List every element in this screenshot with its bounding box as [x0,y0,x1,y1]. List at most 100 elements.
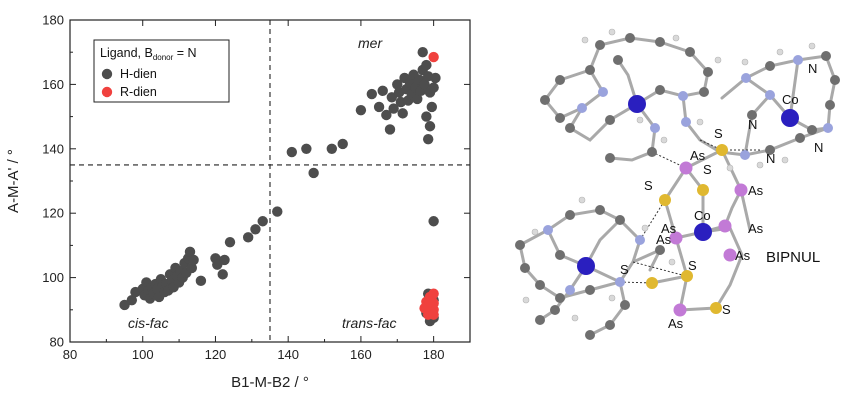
x-axis-label: B1-M-B2 / ° [231,374,309,391]
legend-marker-h-dien [101,68,113,80]
y-axis-label: A-M-A' / ° [5,149,22,213]
annotation-mer: mer [358,35,383,51]
point-h-dien [412,93,423,105]
x-tick-label: 140 [277,347,299,362]
point-h-dien [184,246,196,258]
molecule-structure-illustration: N Co N N N S S As As S Co As As As S S A… [515,28,840,340]
atom-label: As [735,248,751,263]
x-tick-label: 100 [132,347,154,362]
legend-marker-r-dien [101,86,113,98]
point-h-dien [428,82,439,93]
y-tick-label: 120 [42,206,64,221]
y-tick-label: 80 [50,335,64,350]
point-h-dien [301,143,312,154]
point-h-dien [257,216,268,227]
point-h-dien [126,294,138,306]
atom-label: S [644,178,653,193]
hydrogen-atoms [522,28,816,322]
point-r-dien [428,51,439,63]
atom-label: As [690,148,706,163]
point-h-dien [421,111,432,122]
point-h-dien [384,124,396,135]
point-h-dien [242,232,254,243]
axis-ticks [69,19,470,343]
point-h-dien [186,262,198,274]
legend-label-r-dien: R-dien [120,85,157,99]
arsenic-atoms [669,161,748,317]
point-h-dien [417,47,428,58]
atom-label: S [620,262,629,277]
point-h-dien [355,104,367,116]
point-h-dien [219,254,230,266]
atom-label: N [808,61,817,76]
atom-label: N [766,151,775,166]
x-tick-label: 160 [350,347,372,362]
point-h-dien [224,236,236,248]
point-h-dien [392,79,403,90]
point-r-dien [428,288,439,299]
point-h-dien [250,224,261,235]
point-h-dien [326,143,338,154]
point-r-dien [424,296,436,307]
point-h-dien [217,269,228,280]
atom-label: As [656,232,672,247]
quadrant-dividers [70,20,470,342]
point-h-dien [286,146,298,158]
point-h-dien [430,72,441,84]
atom-label: N [748,117,757,132]
point-h-dien [381,109,392,121]
point-h-dien [188,254,199,266]
atom-label: S [703,162,712,177]
axis-tick-labels: 80 100 120 140 160 180 80 100 120 140 160 180 [42,13,444,363]
y-tick-label: 160 [42,77,64,92]
point-h-dien [422,133,434,145]
point-h-dien [308,167,319,179]
x-tick-label: 180 [423,347,445,362]
sulfur-atoms [646,144,728,314]
atom-label: S [714,126,723,141]
legend-title-subscript: donor [153,53,174,62]
atom-label: As [748,183,764,198]
atom-label: N [814,140,823,155]
point-h-dien [366,88,378,100]
point-h-dien [388,103,399,114]
point-h-dien [421,59,432,71]
x-tick-label: 80 [63,347,77,362]
annotation-cis-fac: cis-fac [128,315,168,331]
point-h-dien [377,85,388,97]
cobalt-atoms [577,95,799,275]
atom-label: Co [782,92,799,107]
point-h-dien [373,101,385,113]
y-tick-label: 180 [42,13,64,28]
legend-box [93,39,230,103]
atom-label: S [688,258,697,273]
legend: Ligand, Bdonor = N H-dien R-dien [93,39,230,103]
molecule-atoms [515,28,840,340]
point-h-dien [272,206,283,217]
molecule-atom-labels: N Co N N N S S As As S Co As As As S S A… [620,61,823,331]
annotation-trans-fac: trans-fac [342,315,396,331]
y-tick-label: 140 [42,141,64,156]
point-r-dien [428,309,439,320]
point-h-dien [337,138,348,150]
atom-label: As [748,221,764,236]
point-h-dien [419,79,430,90]
point-h-dien [397,108,408,119]
nitrogen-atoms [543,55,833,295]
x-tick-label: 120 [205,347,227,362]
point-h-dien [195,275,207,287]
atom-label: S [722,302,731,317]
point-h-dien [424,121,436,132]
atom-label: As [661,221,677,236]
point-h-dien [428,216,439,227]
data-points [119,47,441,327]
atom-label: As [668,316,684,331]
atom-label: Co [694,208,711,223]
carbon-atoms [515,33,840,340]
scatter-chart: 80 100 120 140 160 180 80 100 120 140 160 180 B1-M-… [5,13,471,391]
point-h-dien [426,101,438,113]
molecule-name: BIPNUL [766,249,820,266]
y-tick-label: 100 [42,270,64,285]
legend-label-h-dien: H-dien [120,67,157,81]
